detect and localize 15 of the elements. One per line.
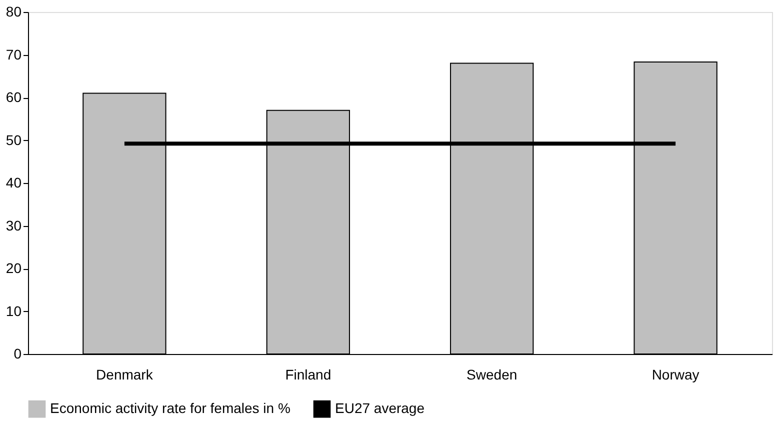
legend-label: EU27 average [335, 400, 425, 416]
y-tick-label: 0 [14, 346, 22, 362]
y-tick-label: 40 [6, 174, 22, 190]
y-tick-label: 60 [6, 89, 22, 105]
y-tick-label: 30 [6, 217, 22, 234]
y-tick-label: 20 [6, 260, 22, 276]
y-tick-label: 70 [6, 46, 22, 62]
y-tick-label: 80 [6, 4, 22, 20]
x-tick-label: Denmark [96, 366, 154, 382]
y-tick-label: 50 [6, 132, 22, 148]
x-tick-label: Finland [285, 366, 332, 382]
x-tick-label: Norway [652, 366, 700, 382]
y-tick-label: 10 [6, 302, 22, 319]
legend-label: Economic activity rate for females in % [50, 400, 290, 416]
x-tick-label: Sweden [466, 366, 518, 382]
